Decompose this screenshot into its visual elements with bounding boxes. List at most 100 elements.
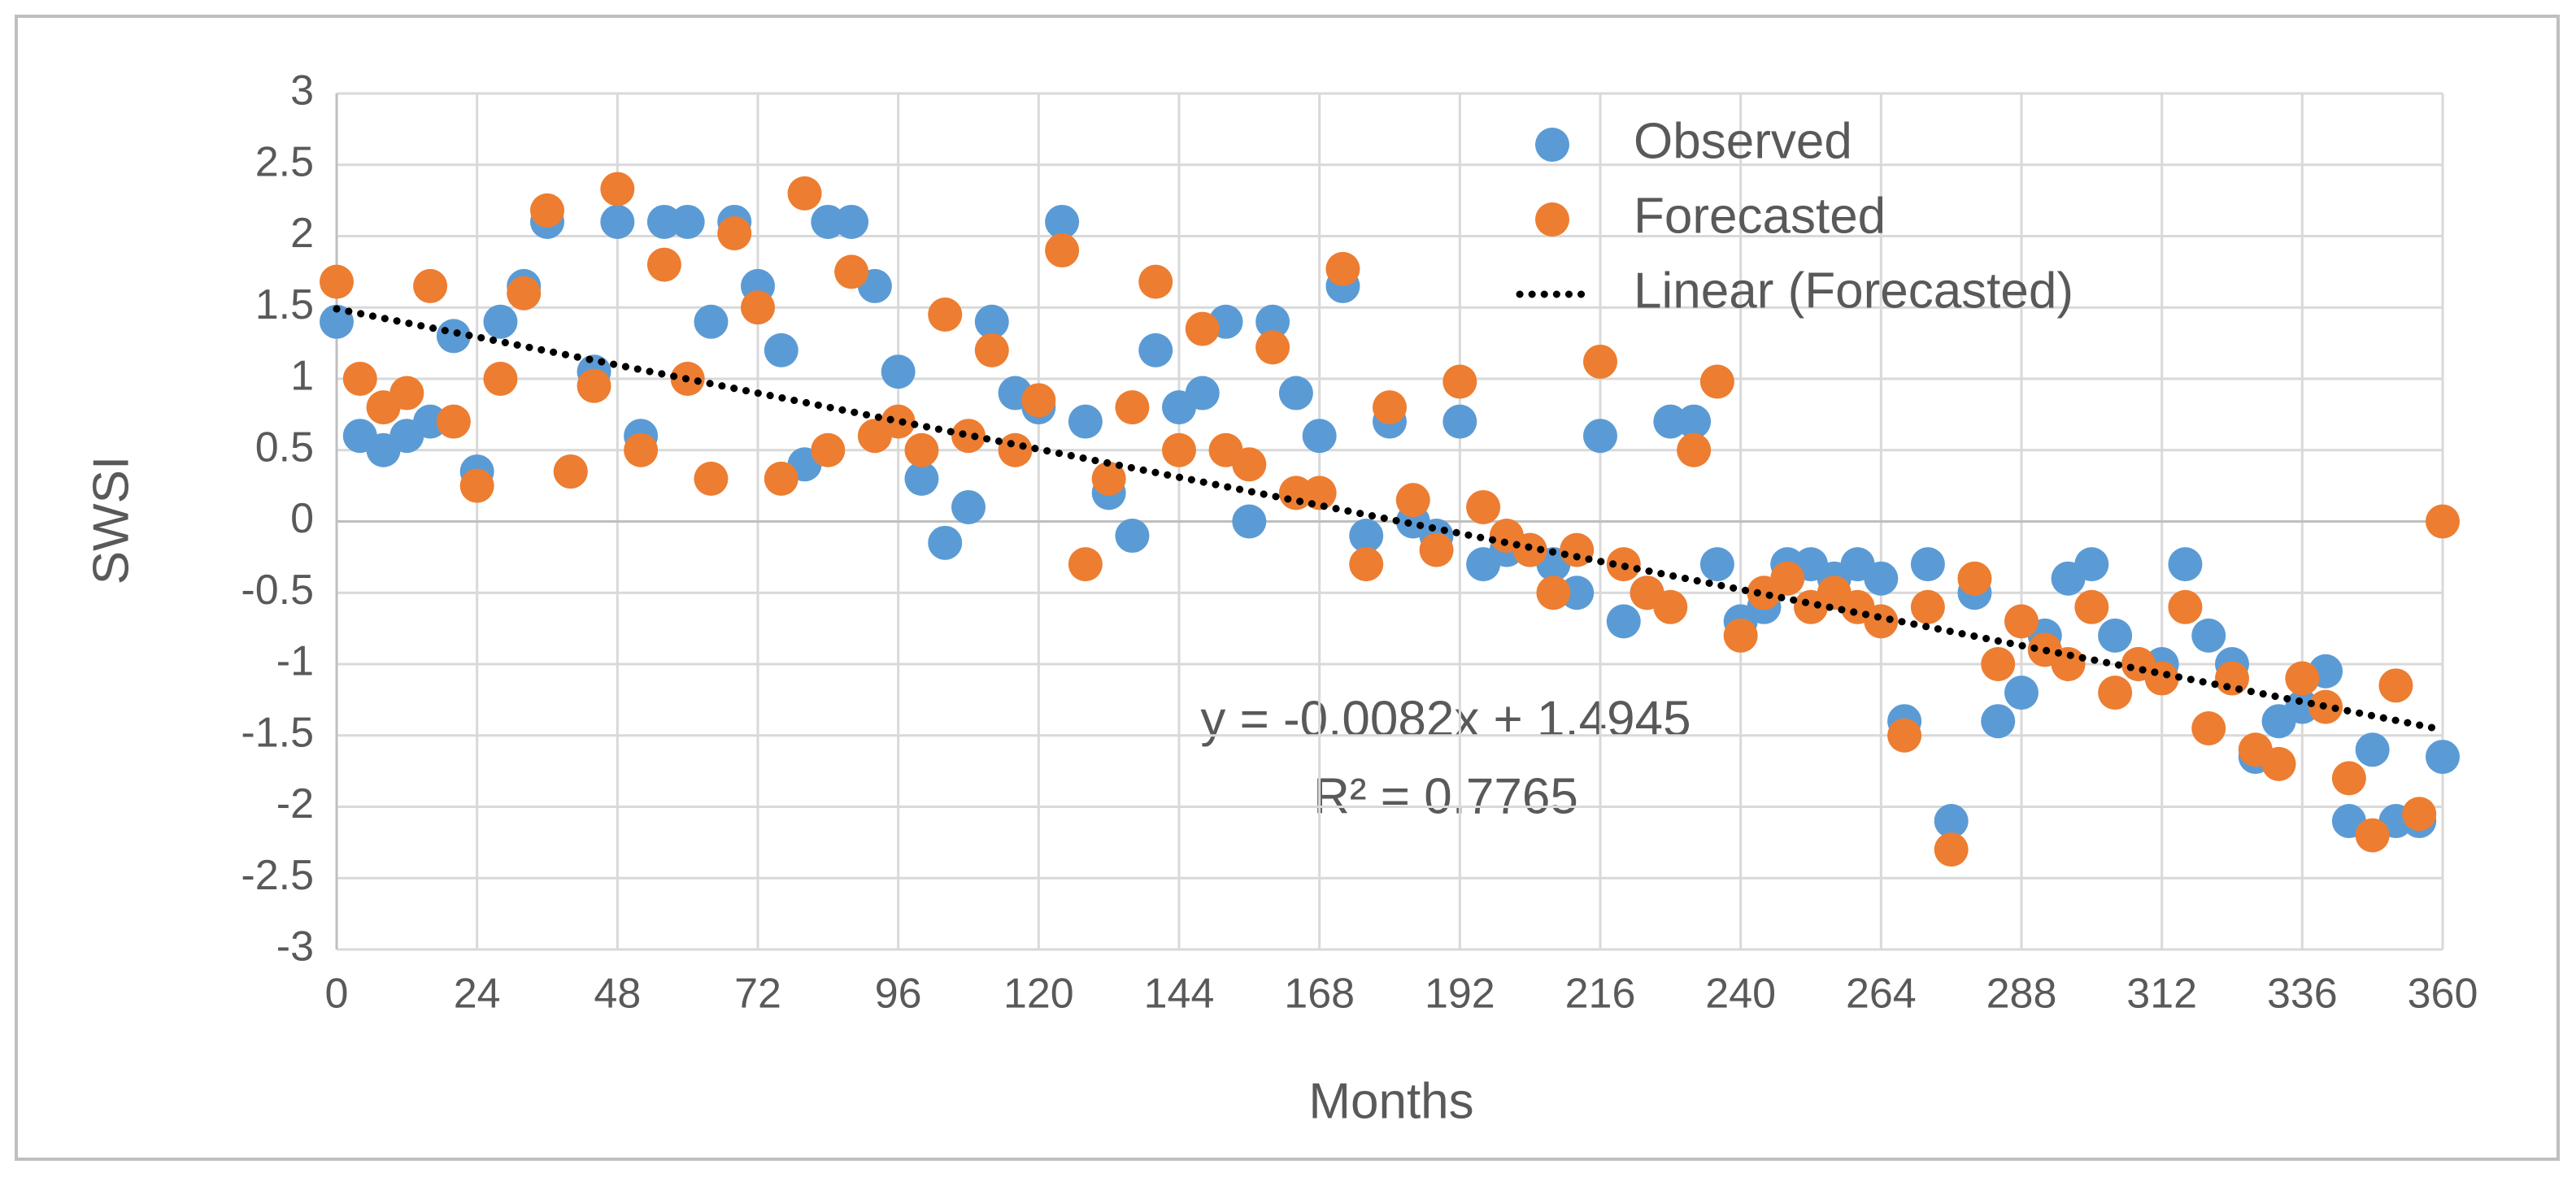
point: [1138, 332, 1173, 367]
point: [1045, 233, 1080, 268]
point: [436, 404, 471, 439]
point: [1255, 304, 1290, 339]
x-tick-label: 24: [454, 971, 501, 1018]
point: [1395, 483, 1430, 518]
point: [2355, 818, 2390, 853]
x-tick-label: 360: [2408, 971, 2478, 1018]
point: [2331, 761, 2366, 796]
point: [483, 362, 518, 396]
point: [834, 204, 869, 239]
point: [974, 332, 1009, 367]
point: [1255, 330, 1290, 365]
point: [1021, 383, 1056, 418]
point: [741, 290, 775, 325]
point: [1232, 447, 1267, 482]
x-tick-label: 240: [1705, 971, 1776, 1018]
point: [1349, 547, 1384, 582]
point: [1864, 561, 1899, 596]
point: [764, 332, 798, 367]
point: [2004, 676, 2039, 710]
point: [2402, 797, 2437, 832]
point: [764, 461, 798, 496]
y-axis-label: SWSI: [83, 456, 139, 584]
x-tick-label: 120: [1003, 971, 1074, 1018]
point: [1302, 419, 1337, 454]
x-tick-label: 288: [1986, 971, 2057, 1018]
point: [1699, 364, 1734, 399]
legend-marker: [1535, 128, 1569, 162]
point: [928, 298, 963, 332]
point: [530, 193, 564, 228]
point: [646, 247, 681, 282]
point: [1653, 404, 1688, 439]
point: [1699, 547, 1734, 582]
point: [2144, 661, 2179, 696]
legend-label: Observed: [1634, 113, 1852, 169]
y-tick-label: -0.5: [241, 567, 314, 614]
point: [646, 204, 681, 239]
point: [811, 432, 846, 467]
y-tick-label: -1: [276, 638, 314, 685]
point: [553, 454, 588, 489]
point: [2168, 589, 2203, 624]
point: [1466, 489, 1501, 524]
point: [881, 404, 916, 439]
point: [670, 204, 705, 239]
point: [1887, 718, 1922, 753]
point: [1185, 311, 1220, 346]
point: [1091, 461, 1126, 496]
point: [2355, 732, 2390, 767]
point: [1606, 604, 1641, 639]
point: [1115, 519, 1150, 554]
y-tick-label: 2: [290, 210, 314, 257]
point: [2191, 618, 2226, 653]
y-tick-label: 1.5: [255, 281, 314, 328]
point: [483, 304, 518, 339]
point: [1934, 832, 1969, 867]
point: [2074, 589, 2109, 624]
point: [413, 268, 448, 303]
point: [1349, 519, 1384, 554]
point: [342, 362, 377, 396]
point: [904, 432, 939, 467]
chart-border: [15, 15, 2560, 1161]
point: [2168, 547, 2203, 582]
point: [811, 204, 846, 239]
point: [1115, 390, 1150, 425]
x-tick-label: 168: [1284, 971, 1355, 1018]
point: [1068, 547, 1103, 582]
point: [1278, 376, 1313, 411]
x-tick-label: 312: [2126, 971, 2197, 1018]
point: [2004, 604, 2039, 639]
point: [1583, 419, 1617, 454]
point: [928, 525, 963, 560]
point: [2261, 746, 2296, 781]
x-tick-label: 216: [1565, 971, 1636, 1018]
point: [694, 304, 729, 339]
point: [717, 215, 752, 250]
point: [600, 172, 635, 206]
trend-line: [333, 305, 2447, 734]
point: [951, 419, 986, 454]
point: [1442, 404, 1477, 439]
point: [2074, 547, 2109, 582]
point: [2098, 676, 2133, 710]
point: [2378, 668, 2413, 703]
point: [2285, 689, 2320, 724]
point: [2285, 661, 2320, 696]
point: [320, 304, 354, 339]
y-tick-label: 1: [290, 353, 314, 400]
point: [1045, 204, 1080, 239]
x-tick-label: 192: [1425, 971, 1495, 1018]
point: [787, 176, 822, 211]
point: [2191, 710, 2226, 745]
point: [1302, 476, 1337, 510]
y-tick-label: 2.5: [255, 138, 314, 185]
y-tick-label: -3: [276, 923, 314, 971]
x-tick-label: 72: [734, 971, 781, 1018]
point: [1981, 704, 2016, 739]
point: [1325, 251, 1360, 286]
point: [1419, 532, 1454, 567]
point: [600, 204, 635, 239]
point: [694, 461, 729, 496]
